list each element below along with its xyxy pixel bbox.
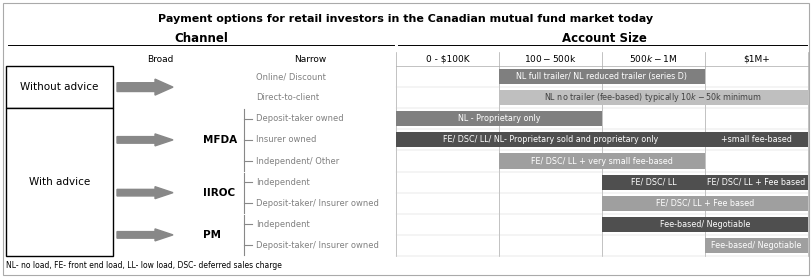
Text: Fee-based/ Negotiable: Fee-based/ Negotiable (659, 220, 749, 229)
Text: +small fee-based: +small fee-based (720, 135, 791, 144)
Text: FE/ DSC/ LL: FE/ DSC/ LL (630, 178, 676, 187)
Text: Independent: Independent (255, 178, 309, 187)
Bar (396, 111, 601, 126)
Bar (499, 69, 704, 84)
Bar (601, 196, 807, 211)
Text: Narrow: Narrow (294, 54, 326, 63)
Text: NL- no load, FE- front end load, LL- low load, DSC- deferred sales charge: NL- no load, FE- front end load, LL- low… (6, 261, 281, 270)
Bar (499, 90, 807, 105)
Text: Independent/ Other: Independent/ Other (255, 157, 339, 165)
Text: Without advice: Without advice (20, 82, 99, 92)
Text: $100 - $500k: $100 - $500k (524, 53, 576, 64)
Text: NL - Proprietary only: NL - Proprietary only (457, 114, 539, 123)
Text: Broad: Broad (147, 54, 173, 63)
Text: Payment options for retail investors in the Canadian mutual fund market today: Payment options for retail investors in … (158, 14, 653, 24)
Text: $1M+: $1M+ (742, 54, 769, 63)
Bar (601, 175, 807, 190)
Polygon shape (117, 134, 173, 146)
Text: FE/ DSC/ LL/ NL- Proprietary sold and proprietary only: FE/ DSC/ LL/ NL- Proprietary sold and pr… (442, 135, 657, 144)
Text: Account Size: Account Size (561, 32, 646, 45)
Text: Fee-based/ Negotiable: Fee-based/ Negotiable (710, 241, 800, 250)
Bar (704, 238, 807, 253)
Text: FE/ DSC/ LL + Fee based: FE/ DSC/ LL + Fee based (706, 178, 805, 187)
Text: NL full trailer/ NL reduced trailer (series D): NL full trailer/ NL reduced trailer (ser… (516, 72, 687, 81)
Bar (396, 132, 807, 148)
Text: IIROC: IIROC (203, 188, 235, 198)
Text: 0 - $100K: 0 - $100K (425, 54, 469, 63)
Bar (6, 108, 113, 256)
Bar (6, 66, 113, 108)
Text: Online/ Discount: Online/ Discount (255, 72, 325, 81)
Text: Deposit-taker/ Insurer owned: Deposit-taker/ Insurer owned (255, 241, 379, 250)
Text: Deposit-taker owned: Deposit-taker owned (255, 114, 343, 123)
Text: Deposit-taker/ Insurer owned: Deposit-taker/ Insurer owned (255, 199, 379, 208)
Text: Insurer owned: Insurer owned (255, 135, 316, 144)
Text: FE/ DSC/ LL + Fee based: FE/ DSC/ LL + Fee based (655, 199, 753, 208)
Text: FE/ DSC/ LL + very small fee-based: FE/ DSC/ LL + very small fee-based (530, 157, 672, 165)
Text: Direct-to-client: Direct-to-client (255, 93, 319, 102)
Text: NL no trailer (fee-based) typically $10k - $50k minimum: NL no trailer (fee-based) typically $10k… (543, 91, 762, 104)
Text: Independent: Independent (255, 220, 309, 229)
Text: Channel: Channel (174, 32, 228, 45)
Polygon shape (117, 79, 173, 95)
Polygon shape (117, 229, 173, 241)
Bar (499, 153, 704, 168)
Text: $500k - $1M: $500k - $1M (629, 53, 676, 64)
Bar (601, 217, 807, 232)
Text: MFDA: MFDA (203, 135, 237, 145)
Text: PM: PM (203, 230, 221, 240)
Text: With advice: With advice (29, 177, 90, 187)
Polygon shape (117, 187, 173, 199)
